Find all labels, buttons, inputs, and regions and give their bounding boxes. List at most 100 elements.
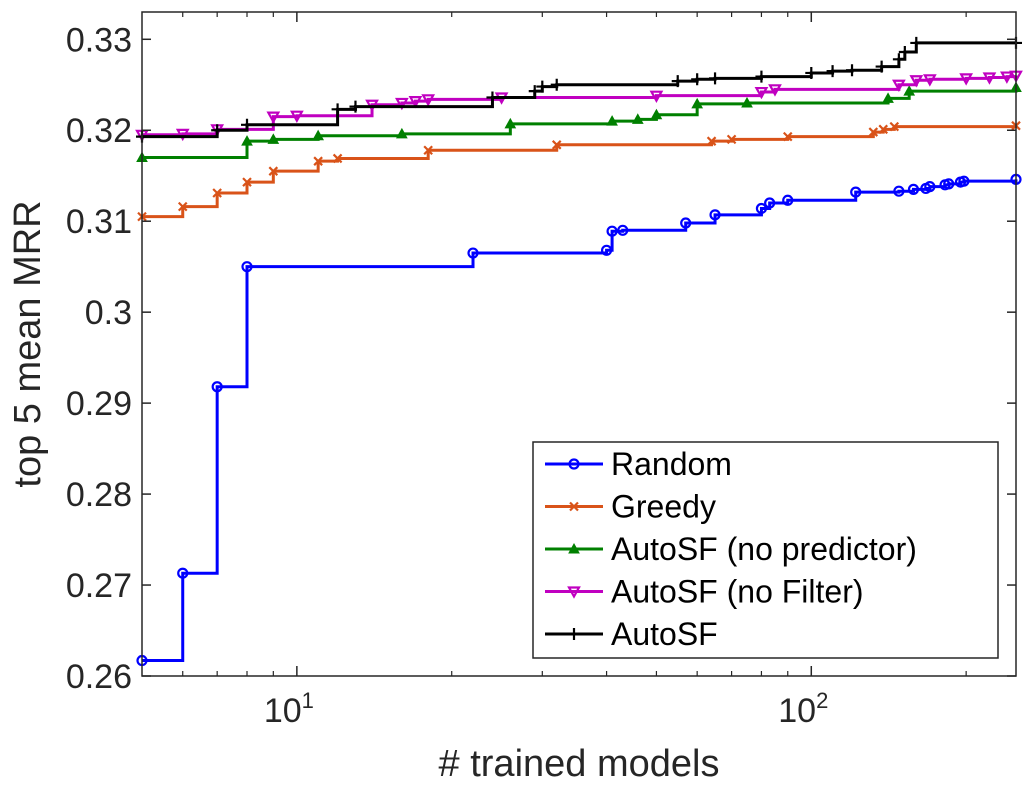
data-point-autosf xyxy=(528,85,541,98)
data-point-autosf-no-predictor xyxy=(312,129,325,141)
data-point-random xyxy=(241,261,253,273)
data-point-greedy xyxy=(706,136,717,146)
data-point-autosf xyxy=(910,36,923,49)
ticks-layer: 0.26 0.27 0.28 0.29 0.3 0.31 0.32 0.33 101 102 xyxy=(66,12,1016,730)
series-random xyxy=(136,173,1022,667)
data-point-random xyxy=(709,209,721,221)
y-tick-label: 0.33 xyxy=(66,21,132,59)
data-point-autosf xyxy=(846,64,859,77)
data-point-random xyxy=(211,381,223,393)
data-point-autosf xyxy=(875,60,888,73)
x-tick-label: 101 xyxy=(264,688,314,730)
data-point-autosf-no-predictor xyxy=(691,97,704,109)
data-point-greedy xyxy=(782,131,793,142)
data-point-autosf-no-filter xyxy=(754,86,769,100)
data-point-autosf-no-filter xyxy=(909,75,924,88)
data-point-autosf-no-filter xyxy=(892,79,906,93)
data-point-autosf-no-filter xyxy=(982,72,997,85)
data-point-greedy xyxy=(889,121,900,132)
legend-marker-random xyxy=(568,458,580,470)
data-point-random xyxy=(782,194,794,206)
data-point-autosf xyxy=(805,66,818,79)
data-point-autosf xyxy=(486,91,499,104)
data-point-autosf xyxy=(709,72,722,85)
legend-label-autosf: AutoSF xyxy=(611,616,718,652)
data-point-random xyxy=(943,178,955,190)
legend: Random Greedy AutoSF (no predictor) AutoSF … xyxy=(532,441,999,659)
data-point-random xyxy=(177,567,189,579)
data-point-autosf xyxy=(211,124,224,137)
data-point-autosf-no-predictor xyxy=(882,92,894,103)
series-greedy xyxy=(137,120,1021,222)
legend-label-autosf-no-predictor: AutoSF (no predictor) xyxy=(611,531,917,567)
data-point-random xyxy=(600,244,613,256)
data-point-greedy xyxy=(423,145,433,156)
data-point-autosf-no-predictor xyxy=(631,113,644,124)
data-point-autosf-no-filter xyxy=(175,128,190,142)
data-point-autosf-no-predictor xyxy=(267,133,280,144)
data-point-autosf-no-filter xyxy=(394,97,409,111)
data-point-autosf xyxy=(826,65,839,78)
data-point-random xyxy=(893,185,905,197)
data-point-random xyxy=(764,197,776,209)
legend-label-autosf-no-filter: AutoSF (no Filter) xyxy=(611,574,864,610)
legend-label-random: Random xyxy=(611,446,732,482)
data-point-random xyxy=(467,247,479,259)
data-point-autosf-no-predictor xyxy=(396,127,408,139)
y-tick-label: 0.26 xyxy=(66,658,132,696)
data-point-greedy xyxy=(878,124,889,135)
legend-marker-greedy xyxy=(569,501,579,512)
plot-frame xyxy=(141,11,1017,677)
data-point-autosf-no-filter xyxy=(922,74,937,87)
data-point-autosf-no-filter xyxy=(289,110,304,123)
data-point-autosf-no-predictor xyxy=(650,108,663,120)
y-tick-label: 0.3 xyxy=(85,294,132,332)
data-point-autosf xyxy=(892,53,905,66)
data-point-autosf-no-filter xyxy=(408,96,423,109)
data-point-autosf-no-filter xyxy=(421,94,436,107)
series-line-random xyxy=(142,179,1018,663)
data-point-autosf xyxy=(331,103,344,116)
data-point-autosf xyxy=(755,70,768,83)
data-point-autosf xyxy=(241,118,254,131)
series-line-greedy xyxy=(142,125,1018,219)
data-point-greedy xyxy=(268,166,279,176)
legend-marker-autosf-no-predictor xyxy=(568,542,580,554)
y-tick-label: 0.27 xyxy=(66,567,132,605)
y-tick-label: 0.32 xyxy=(66,112,132,150)
data-point-autosf xyxy=(550,78,563,91)
data-point-autosf xyxy=(536,80,549,93)
legend-marker-autosf-no-filter xyxy=(567,586,581,599)
y-tick-label: 0.31 xyxy=(66,203,132,241)
data-point-greedy xyxy=(332,153,343,164)
data-point-greedy xyxy=(242,177,252,187)
legend-label-greedy: Greedy xyxy=(611,489,716,525)
data-point-greedy xyxy=(551,140,562,150)
data-point-autosf-no-predictor xyxy=(903,85,916,96)
data-point-autosf xyxy=(349,100,362,113)
data-point-greedy xyxy=(212,188,222,198)
data-point-autosf-no-filter xyxy=(1000,71,1014,84)
data-point-autosf-no-filter xyxy=(959,73,974,86)
data-point-autosf-no-predictor xyxy=(504,117,517,129)
y-tick-label: 0.29 xyxy=(66,385,132,423)
data-point-random xyxy=(680,217,692,229)
data-point-autosf-no-predictor xyxy=(241,135,253,146)
data-point-random xyxy=(617,224,629,236)
data-point-autosf-no-filter xyxy=(266,111,281,124)
data-point-greedy xyxy=(177,201,188,212)
data-point-autosf-no-filter xyxy=(768,84,782,97)
y-axis-label: top 5 mean MRR xyxy=(7,200,49,487)
data-point-autosf xyxy=(671,75,684,88)
data-point-random xyxy=(907,183,920,195)
series-layer xyxy=(135,36,1023,667)
y-tick-label: 0.28 xyxy=(66,476,132,514)
x-axis-label: # trained models xyxy=(439,743,720,785)
data-point-random xyxy=(924,181,936,193)
data-point-random xyxy=(755,202,768,215)
data-point-random xyxy=(850,186,862,198)
data-point-greedy xyxy=(868,127,879,137)
legend-marker-autosf xyxy=(568,628,580,640)
